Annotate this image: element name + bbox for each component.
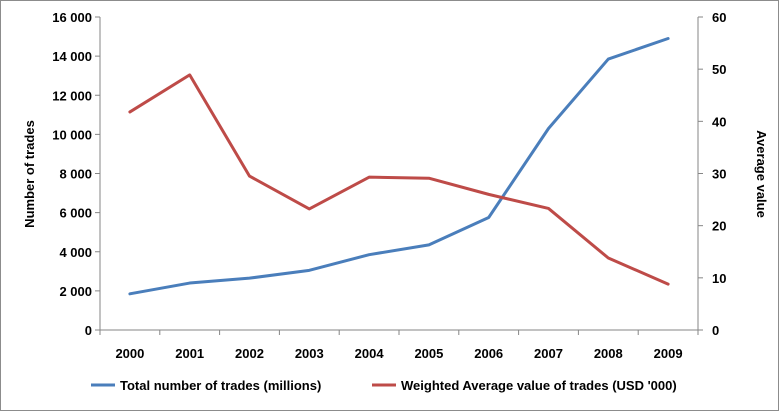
y-left-tick-label: 16 000: [52, 10, 92, 25]
y-left-tick-label: 6 000: [59, 206, 92, 221]
x-tick-label: 2002: [235, 346, 264, 361]
y-left-tick-label: 10 000: [52, 127, 92, 142]
y-left-tick-label: 2 000: [59, 284, 92, 299]
y-right-tick-label: 40: [712, 114, 726, 129]
tick-labels: 0 2 000 4 000 6 000 8 000 10 000 12 000 14 000 1…: [52, 10, 726, 361]
y-left-tick-label: 8 000: [59, 167, 92, 182]
legend-label-average-value: Weighted Average value of trades (USD '0…: [401, 378, 677, 393]
series-layer: [128, 37, 670, 296]
y-right-tick-label: 10: [712, 271, 726, 286]
legend-label-trades: Total number of trades (millions): [120, 378, 321, 393]
y-right-tick-label: 0: [712, 323, 719, 338]
y-right-tick-label: 50: [712, 62, 726, 77]
axes: [95, 16, 703, 335]
x-tick-label: 2008: [594, 346, 623, 361]
x-tick-label: 2006: [474, 346, 503, 361]
x-tick-label: 2001: [175, 346, 204, 361]
y-right-tick-label: 60: [712, 10, 726, 25]
series-line-total-trades: [128, 37, 670, 296]
y-left-tick-label: 4 000: [59, 245, 92, 260]
x-tick-label: 2005: [414, 346, 443, 361]
x-tick-label: 2000: [115, 346, 144, 361]
x-tick-label: 2003: [295, 346, 324, 361]
x-tick-label: 2009: [654, 346, 683, 361]
y-right-tick-label: 30: [712, 167, 726, 182]
y-axis-right-title: Average value: [754, 130, 769, 218]
y-left-tick-label: 14 000: [52, 49, 92, 64]
x-tick-label: 2007: [534, 346, 563, 361]
y-right-tick-label: 20: [712, 219, 726, 234]
y-left-tick-label: 0: [85, 323, 92, 338]
y-left-tick-label: 12 000: [52, 88, 92, 103]
y-axis-left-title: Number of trades: [22, 120, 37, 228]
series-line-average-value: [128, 73, 670, 286]
legend: Total number of trades (millions) Weight…: [91, 378, 677, 393]
x-tick-label: 2004: [355, 346, 385, 361]
